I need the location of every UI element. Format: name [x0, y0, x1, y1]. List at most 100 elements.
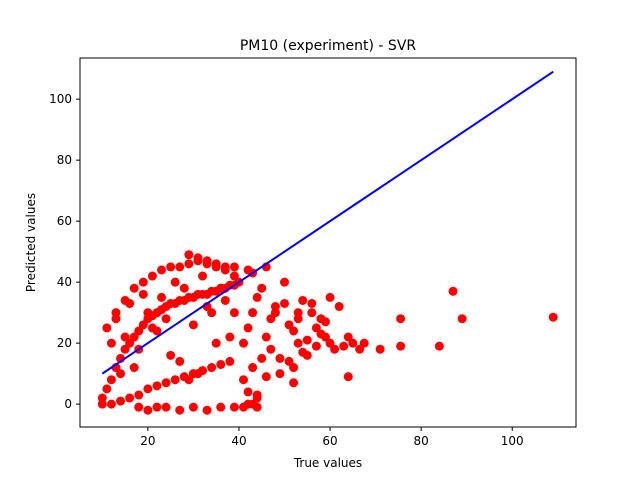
x-tick-label: 60	[322, 434, 337, 448]
data-point	[293, 308, 303, 318]
data-point	[166, 262, 176, 272]
data-point	[220, 295, 230, 305]
data-point	[280, 277, 290, 287]
data-point	[134, 390, 144, 400]
data-point	[175, 262, 185, 272]
data-point	[275, 353, 285, 363]
x-axis-ticks: 20 40 60 80 100	[140, 427, 524, 448]
data-point	[280, 298, 290, 308]
data-point	[102, 323, 112, 333]
data-point	[359, 338, 369, 348]
data-point	[152, 326, 162, 336]
data-point	[97, 399, 107, 409]
reference-line	[101, 70, 554, 375]
data-point	[138, 289, 148, 299]
plot-marks	[97, 70, 558, 415]
plot-frame	[79, 57, 577, 428]
data-point	[266, 344, 276, 354]
data-point	[275, 369, 285, 379]
data-point	[548, 312, 558, 322]
data-point	[143, 405, 153, 415]
data-point	[307, 308, 317, 318]
x-tick-label: 20	[140, 434, 155, 448]
data-point	[216, 402, 226, 412]
data-point	[125, 298, 135, 308]
data-point	[239, 338, 249, 348]
data-point	[170, 375, 180, 385]
data-point	[289, 326, 299, 336]
data-point	[125, 393, 135, 403]
data-point	[307, 298, 317, 308]
x-tick-label: 80	[414, 434, 429, 448]
y-tick-label: 60	[57, 214, 72, 228]
y-tick-label: 100	[49, 92, 72, 106]
data-point	[106, 375, 116, 385]
data-point	[289, 378, 299, 388]
data-point	[129, 283, 139, 293]
data-point	[202, 256, 212, 266]
data-point	[252, 390, 262, 400]
data-point	[193, 253, 203, 263]
data-point	[207, 363, 217, 373]
data-point	[348, 338, 358, 348]
data-point	[120, 332, 130, 342]
data-point	[161, 402, 171, 412]
data-point	[161, 378, 171, 388]
data-point	[248, 308, 258, 318]
data-point	[375, 344, 385, 354]
data-point	[257, 353, 267, 363]
data-point	[252, 402, 262, 412]
data-point	[302, 335, 312, 345]
data-point	[229, 271, 239, 281]
data-point	[316, 314, 326, 324]
data-point	[152, 402, 162, 412]
data-point	[161, 314, 171, 324]
data-point	[175, 405, 185, 415]
data-point	[248, 363, 258, 373]
data-point	[216, 283, 226, 293]
data-point	[116, 369, 126, 379]
data-point	[138, 277, 148, 287]
data-point	[157, 265, 167, 275]
data-point	[106, 338, 116, 348]
data-point	[157, 292, 167, 302]
data-point	[448, 286, 458, 296]
data-point	[343, 372, 353, 382]
data-point	[147, 271, 157, 281]
data-point	[311, 323, 321, 333]
data-point	[102, 384, 112, 394]
data-point	[243, 387, 253, 397]
x-tick-label: 100	[501, 434, 524, 448]
data-point	[457, 314, 467, 324]
data-point	[396, 314, 406, 324]
data-point	[243, 323, 253, 333]
data-point	[289, 363, 299, 373]
data-point	[143, 384, 153, 394]
y-axis-ticks: 0 20 40 60 80 100	[49, 92, 80, 411]
data-point	[261, 372, 271, 382]
data-point	[339, 341, 349, 351]
data-point	[396, 341, 406, 351]
data-point	[225, 332, 235, 342]
data-point	[106, 399, 116, 409]
data-point	[184, 375, 194, 385]
data-point	[143, 308, 153, 318]
data-point	[111, 314, 121, 324]
data-point	[293, 338, 303, 348]
data-point	[170, 277, 180, 287]
data-point	[434, 341, 444, 351]
y-tick-label: 0	[64, 397, 72, 411]
data-point	[229, 402, 239, 412]
data-point	[188, 320, 198, 330]
data-point	[129, 363, 139, 373]
data-point	[270, 308, 280, 318]
data-point	[202, 405, 212, 415]
data-point	[334, 302, 344, 312]
data-point	[116, 396, 126, 406]
data-point	[216, 359, 226, 369]
data-point	[257, 283, 267, 293]
data-point	[261, 332, 271, 342]
data-point	[298, 347, 308, 357]
